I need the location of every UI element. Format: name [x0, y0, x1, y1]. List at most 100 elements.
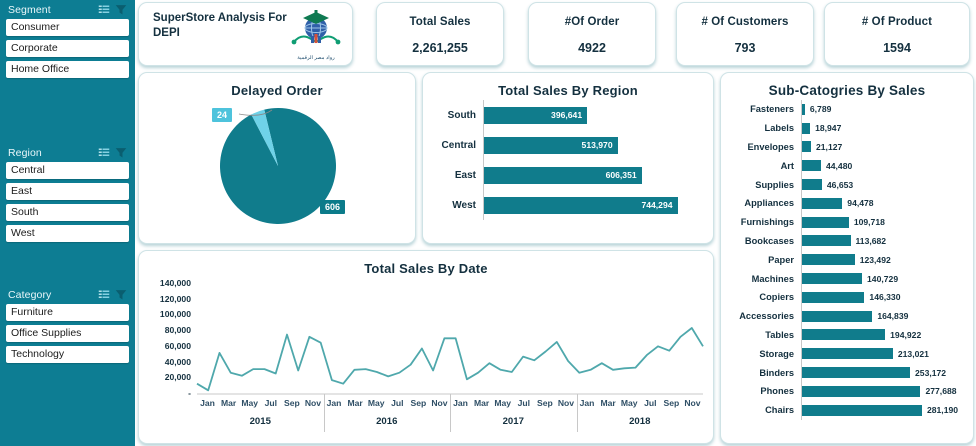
bar-track: 277,688 [801, 381, 965, 401]
bar-category-label: Furnishings [740, 217, 794, 228]
bar-category-label: West [452, 199, 476, 211]
y-axis-tick: 60,000 [164, 340, 191, 351]
x-axis-month-tick: Jan [200, 398, 215, 408]
bar-row[interactable]: Phones 277,688 [729, 381, 965, 401]
slicer-item-south[interactable]: South [6, 204, 129, 221]
bar-row[interactable]: Fasteners 6,789 [729, 100, 965, 119]
sales-line-svg [196, 327, 704, 395]
bar-row[interactable]: Accessories 164,839 [729, 306, 965, 326]
x-axis-year-label: 2016 [376, 416, 398, 427]
bar-track: 21,127 [801, 137, 965, 157]
bar-value-label: 6,789 [809, 104, 832, 115]
x-axis-month-tick: Jul [517, 398, 530, 408]
bar-row[interactable]: Bookcases 113,682 [729, 231, 965, 251]
bar-fill[interactable] [802, 122, 811, 134]
y-axis-tick: 40,000 [164, 356, 191, 367]
bar-fill[interactable]: 606,351 [484, 166, 642, 184]
slicer-category-header: Category [0, 285, 135, 304]
bar-fill[interactable]: 513,970 [484, 136, 618, 154]
bar-fill[interactable] [802, 197, 843, 209]
bar-row[interactable]: Tables 194,922 [729, 325, 965, 345]
clear-filter-icon[interactable] [115, 4, 127, 16]
x-axis-month-tick: Sep [410, 398, 427, 408]
bar-row[interactable]: Labels 18,947 [729, 118, 965, 138]
bar-category-label: Supplies [755, 179, 794, 190]
slicer-region: Region Central East South West [0, 143, 135, 246]
bar-track: 146,330 [801, 287, 965, 307]
bar-fill[interactable] [802, 254, 855, 266]
kpi-label-number-of-product: # Of Product [861, 16, 933, 28]
slicer-item-west[interactable]: West [6, 225, 129, 242]
bar-row[interactable]: Furnishings 109,718 [729, 212, 965, 232]
bar-fill[interactable] [802, 160, 821, 172]
kpi-card-total-sales: Total Sales 2,261,255 [376, 2, 504, 66]
bar-row[interactable]: Paper 123,492 [729, 250, 965, 270]
bar-row[interactable]: Storage 213,021 [729, 344, 965, 364]
bar-value-label: 123,492 [859, 254, 891, 265]
slicer-item-technology[interactable]: Technology [6, 346, 129, 363]
bar-track: 164,839 [801, 306, 965, 326]
clear-filter-icon[interactable] [115, 289, 127, 301]
sales-line-series[interactable] [196, 327, 704, 392]
bar-row[interactable]: Binders 253,172 [729, 363, 965, 382]
slicer-item-east[interactable]: East [6, 183, 129, 200]
x-axis-month-tick: Mar [220, 398, 237, 408]
bar-fill[interactable] [802, 179, 822, 191]
bar-fill[interactable] [802, 404, 922, 416]
x-axis-year-label: 2015 [249, 416, 271, 427]
bar-fill[interactable] [802, 367, 911, 379]
slicer-item-consumer[interactable]: Consumer [6, 19, 129, 36]
bar-fill[interactable] [802, 291, 865, 303]
filter-list-icon[interactable] [98, 147, 110, 159]
x-axis-month-tick: Sep [283, 398, 300, 408]
bar-fill[interactable] [802, 329, 886, 341]
slicer-segment-title: Segment [8, 4, 51, 16]
bar-row[interactable]: Central 513,970 [431, 130, 705, 160]
kpi-value-total-sales: 2,261,255 [412, 41, 468, 55]
bar-row[interactable]: West 744,294 [431, 190, 705, 220]
bar-fill[interactable]: 396,641 [484, 106, 588, 124]
bar-fill[interactable] [802, 216, 849, 228]
dashboard-title-card: SuperStore Analysis For DEPI رواد مصر ال… [138, 2, 353, 66]
bar-row[interactable]: Copiers 146,330 [729, 287, 965, 307]
slicer-item-corporate[interactable]: Corporate [6, 40, 129, 57]
bar-row[interactable]: Machines 140,729 [729, 269, 965, 288]
bar-row[interactable]: Envelopes 21,127 [729, 137, 965, 157]
bar-value-label: 253,172 [915, 367, 947, 378]
bar-fill[interactable] [802, 141, 811, 153]
bar-fill[interactable]: 744,294 [484, 196, 678, 214]
bar-fill[interactable] [802, 235, 851, 247]
sales-by-region-chart-card: Total Sales By Region South 396,641 Centra… [422, 72, 714, 244]
bar-fill[interactable] [802, 273, 863, 285]
bar-category-label: Central [441, 139, 476, 151]
x-axis-month-tick: Mar [347, 398, 363, 408]
bar-row[interactable]: Appliances 94,478 [729, 193, 965, 213]
slicer-item-office-supplies[interactable]: Office Supplies [6, 325, 129, 342]
filter-list-icon[interactable] [98, 289, 110, 301]
bar-category-label: South [447, 109, 476, 121]
bar-row[interactable]: Chairs 281,190 [729, 400, 965, 420]
delayed-order-pie[interactable] [139, 98, 417, 236]
bar-fill[interactable] [802, 103, 805, 115]
slicer-item-central[interactable]: Central [6, 162, 129, 179]
sales-by-date-plot[interactable]: - 20,000 40,000 60,000 80,000 100,000 120,000 1… [139, 276, 715, 436]
pie-slice[interactable] [251, 109, 278, 166]
bar-value-label: 109,718 [853, 217, 885, 228]
kpi-label-total-sales: Total Sales [409, 16, 471, 28]
slicer-item-home-office[interactable]: Home Office [6, 61, 129, 78]
bar-fill[interactable] [802, 385, 921, 397]
bar-row[interactable]: South 396,641 [431, 100, 705, 130]
bar-row[interactable]: Art 44,480 [729, 156, 965, 176]
bar-fill[interactable] [802, 348, 893, 360]
x-axis-month-tick: Sep [663, 398, 680, 408]
slicer-segment: Segment Consumer Corporate Home Office [0, 0, 135, 82]
bar-row[interactable]: Supplies 46,653 [729, 175, 965, 194]
filter-list-icon[interactable] [98, 4, 110, 16]
slicer-segment-items: Consumer Corporate Home Office [0, 19, 135, 78]
clear-filter-icon[interactable] [115, 147, 127, 159]
bar-row[interactable]: East 606,351 [431, 160, 705, 190]
slicer-item-furniture[interactable]: Furniture [6, 304, 129, 321]
bar-category-label: Storage [759, 348, 794, 359]
bar-fill[interactable] [802, 310, 873, 322]
bar-track: 744,294 [483, 190, 705, 220]
